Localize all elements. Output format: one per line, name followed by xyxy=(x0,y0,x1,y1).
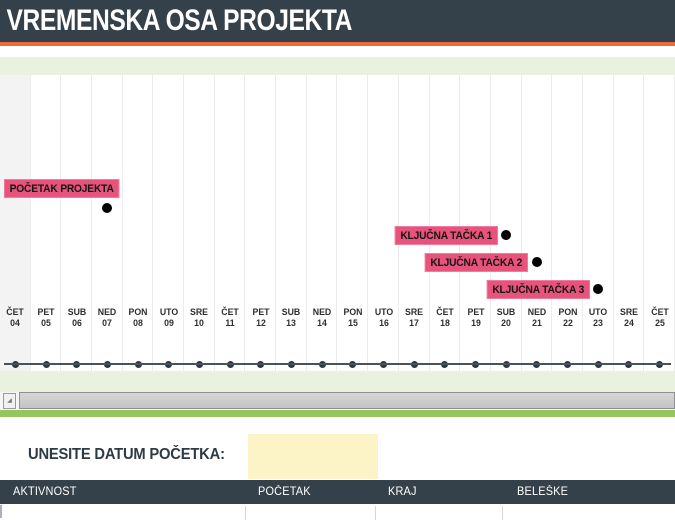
green-accent-bar xyxy=(0,410,675,417)
axis-day-label: UTO 23 xyxy=(589,307,608,329)
day-column xyxy=(153,75,185,371)
day-column xyxy=(184,75,215,371)
day-column xyxy=(368,75,399,371)
day-column xyxy=(123,75,154,371)
day-column xyxy=(338,75,369,371)
day-column xyxy=(583,75,614,371)
accent-divider xyxy=(0,42,675,46)
spacer xyxy=(0,417,675,433)
axis-day-label: SRE 10 xyxy=(190,307,209,329)
day-column xyxy=(92,75,123,371)
day-column xyxy=(522,75,553,371)
milestone-label: KLJUČNA TAČKA 2 xyxy=(425,253,528,272)
day-column xyxy=(460,75,491,371)
timeline-chart: ČET 04 PET 05 SUB 06 NED 07 PON 08 UTO 09 SRE 10 ČET 11… xyxy=(0,75,675,371)
scrollbar-thumb[interactable] xyxy=(19,392,675,409)
milestone-dot xyxy=(102,203,113,213)
axis-day-label: SRE 24 xyxy=(619,307,638,329)
column-separator xyxy=(245,506,246,520)
column-separator xyxy=(375,506,376,520)
chart-scrollbar[interactable]: ◢ xyxy=(0,392,675,410)
day-column xyxy=(430,75,461,371)
milestone-dot xyxy=(501,230,512,240)
axis-day-label: ČET 25 xyxy=(650,307,669,329)
column-separator xyxy=(502,506,503,520)
activity-table-header: AKTIVNOST POČETAK KRAJ BELEŠKE xyxy=(0,480,675,504)
milestone-dot xyxy=(593,284,604,294)
day-column xyxy=(307,75,338,371)
axis-day-label: PON 15 xyxy=(343,307,363,329)
axis-day-label: ČET 04 xyxy=(6,307,25,329)
axis-day-label: PET 12 xyxy=(252,307,270,329)
day-column xyxy=(614,75,645,371)
axis-day-label: SUB 06 xyxy=(67,307,86,329)
axis-day-label: SUB 20 xyxy=(497,307,516,329)
milestone-label: KLJUČNA TAČKA 3 xyxy=(486,280,590,299)
day-column xyxy=(399,75,430,371)
axis-day-label: PON 08 xyxy=(128,307,148,329)
axis-day-label: PON 22 xyxy=(558,307,578,329)
day-column xyxy=(644,75,675,371)
day-column xyxy=(276,75,307,371)
day-column xyxy=(0,75,31,371)
milestone-dot xyxy=(531,257,542,267)
axis-day-label: NED 07 xyxy=(98,307,117,329)
day-column xyxy=(491,75,522,371)
day-column xyxy=(552,75,583,371)
axis-day-label: SUB 13 xyxy=(282,307,301,329)
timeline-axis-line xyxy=(4,363,671,365)
chart-top-band xyxy=(0,57,675,75)
day-column xyxy=(245,75,277,371)
page-title: VREMENSKA OSA PROJEKTA xyxy=(6,4,353,37)
milestone-label: KLJUČNA TAČKA 1 xyxy=(394,226,498,245)
column-header-activity: AKTIVNOST xyxy=(13,486,77,498)
column-header-start: POČETAK xyxy=(258,486,311,498)
start-date-input[interactable] xyxy=(248,434,378,479)
column-header-end: KRAJ xyxy=(388,486,417,498)
day-column xyxy=(31,75,62,371)
day-column xyxy=(215,75,246,371)
axis-day-label: UTO 09 xyxy=(159,307,178,329)
axis-day-label: ČET 11 xyxy=(221,307,239,329)
axis-day-label: PET 19 xyxy=(467,307,485,329)
axis-day-label: ČET 18 xyxy=(436,307,454,329)
title-bar: VREMENSKA OSA PROJEKTA xyxy=(0,0,675,42)
row-left-edge-mark xyxy=(0,505,2,518)
start-date-section: UNESITE DATUM POČETKA: xyxy=(0,433,675,480)
start-date-label: UNESITE DATUM POČETKA: xyxy=(28,446,225,463)
scrollbar-left-button[interactable]: ◢ xyxy=(3,393,16,409)
chart-bottom-band xyxy=(0,371,675,392)
axis-day-label: SRE 17 xyxy=(405,307,424,329)
axis-day-label: PET 05 xyxy=(37,307,55,329)
column-header-notes: BELEŠKE xyxy=(517,486,569,498)
day-column xyxy=(61,75,93,371)
resize-handle-icon: ◢ xyxy=(7,398,12,404)
spacer xyxy=(0,46,675,57)
axis-day-label: NED 14 xyxy=(312,307,332,329)
activity-table-empty-row[interactable] xyxy=(0,504,675,520)
axis-day-label: NED 21 xyxy=(527,307,547,329)
axis-day-label: UTO 16 xyxy=(374,307,393,329)
milestone-label: POČETAK PROJEKTA xyxy=(4,179,120,198)
